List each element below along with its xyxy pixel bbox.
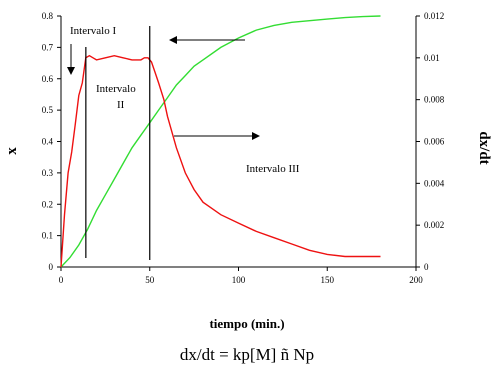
y-right-tick-label: 0.012 (424, 11, 444, 21)
ticks-group: 0 50 100 150 20000.10.20.30.40.50.60.70.800.… (42, 11, 445, 285)
y-left-tick-label: 0.5 (42, 105, 54, 115)
y-right-axis-title: dx/dt (476, 131, 492, 164)
interval-2-label-line1: Intervalo (96, 83, 136, 95)
x-axis-title: tiempo (min.) (209, 316, 285, 331)
x-tick-label: 200 (409, 275, 423, 285)
y-left-tick-label: 0.3 (42, 168, 54, 178)
y-left-tick-label: 0.6 (42, 74, 54, 84)
axes-group (60, 16, 417, 268)
y-right-tick-label: 0 (424, 262, 429, 272)
chart-svg: 0 50 100 150 20000.10.20.30.40.50.60.70.800.… (4, 11, 492, 285)
interval-2-label-line2: II (117, 99, 125, 111)
interval-3-label: Intervalo III (246, 163, 300, 175)
y-left-tick-label: 0.7 (42, 42, 54, 52)
conversion-x-line (60, 15, 381, 268)
x-tick-label: 100 (232, 275, 246, 285)
x-tick-label: 0 (59, 275, 64, 285)
x-tick-label: 150 (321, 275, 335, 285)
y-left-tick-label: 0.4 (42, 137, 54, 147)
y-left-tick-label: 0.1 (42, 231, 53, 241)
rate-dxdt-line (60, 54, 381, 268)
y-left-tick-label: 0.2 (42, 199, 53, 209)
y-right-tick-label: 0.006 (424, 137, 445, 147)
annotations-group: Intervalo I Intervalo II Intervalo III (67, 25, 300, 260)
x-tick-label: 50 (145, 275, 155, 285)
y-right-tick-label: 0.01 (424, 53, 440, 63)
y-right-tick-label: 0.008 (424, 95, 445, 105)
y-left-tick-label: 0.8 (42, 11, 54, 21)
y-right-tick-label: 0.004 (424, 178, 445, 188)
y-left-tick-label: 0 (49, 262, 54, 272)
y-right-tick-label: 0.002 (424, 220, 444, 230)
equation-text: dx/dt = kp[M] ñ Np (179, 345, 315, 364)
y-left-axis-title: x (4, 147, 20, 155)
series-group (60, 15, 381, 268)
interval-1-label: Intervalo I (70, 25, 116, 37)
